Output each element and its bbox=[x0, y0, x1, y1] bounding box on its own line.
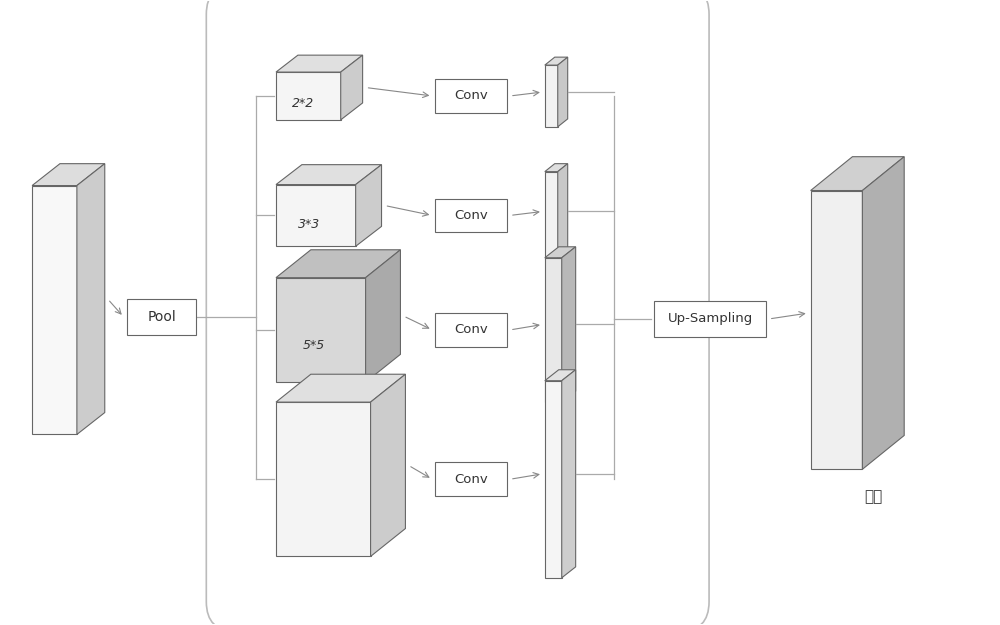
Polygon shape bbox=[545, 370, 576, 381]
Text: Conv: Conv bbox=[454, 323, 488, 336]
Polygon shape bbox=[366, 250, 400, 382]
FancyBboxPatch shape bbox=[127, 299, 196, 335]
Polygon shape bbox=[562, 370, 576, 578]
Polygon shape bbox=[558, 164, 568, 259]
Polygon shape bbox=[545, 172, 558, 259]
Polygon shape bbox=[276, 184, 356, 246]
Polygon shape bbox=[276, 402, 371, 556]
Polygon shape bbox=[811, 191, 862, 469]
Polygon shape bbox=[862, 157, 904, 469]
Text: 拼接: 拼接 bbox=[864, 489, 882, 504]
Polygon shape bbox=[545, 57, 568, 65]
Polygon shape bbox=[545, 381, 562, 578]
Polygon shape bbox=[32, 164, 105, 186]
Polygon shape bbox=[558, 57, 568, 127]
Polygon shape bbox=[276, 55, 363, 72]
Text: 2*2: 2*2 bbox=[292, 97, 314, 109]
Text: Pool: Pool bbox=[147, 310, 176, 324]
Polygon shape bbox=[276, 250, 400, 278]
Polygon shape bbox=[545, 65, 558, 127]
FancyBboxPatch shape bbox=[435, 313, 507, 347]
Polygon shape bbox=[341, 55, 363, 120]
Polygon shape bbox=[811, 157, 904, 191]
Polygon shape bbox=[276, 164, 382, 184]
Text: Conv: Conv bbox=[454, 89, 488, 102]
FancyBboxPatch shape bbox=[435, 79, 507, 113]
Polygon shape bbox=[356, 164, 382, 246]
Polygon shape bbox=[276, 72, 341, 120]
Polygon shape bbox=[276, 278, 366, 382]
Polygon shape bbox=[276, 374, 405, 402]
Text: Up-Sampling: Up-Sampling bbox=[667, 312, 753, 326]
Text: 5*5: 5*5 bbox=[303, 339, 325, 352]
FancyBboxPatch shape bbox=[654, 301, 766, 337]
Polygon shape bbox=[77, 164, 105, 434]
FancyBboxPatch shape bbox=[435, 199, 507, 232]
Polygon shape bbox=[562, 247, 576, 402]
Polygon shape bbox=[371, 374, 405, 556]
Polygon shape bbox=[545, 258, 562, 402]
FancyBboxPatch shape bbox=[435, 462, 507, 496]
Text: Conv: Conv bbox=[454, 472, 488, 486]
Text: Conv: Conv bbox=[454, 209, 488, 222]
Text: 3*3: 3*3 bbox=[298, 218, 321, 231]
Polygon shape bbox=[545, 247, 576, 258]
Polygon shape bbox=[32, 186, 77, 434]
FancyBboxPatch shape bbox=[206, 0, 709, 625]
Polygon shape bbox=[545, 164, 568, 172]
